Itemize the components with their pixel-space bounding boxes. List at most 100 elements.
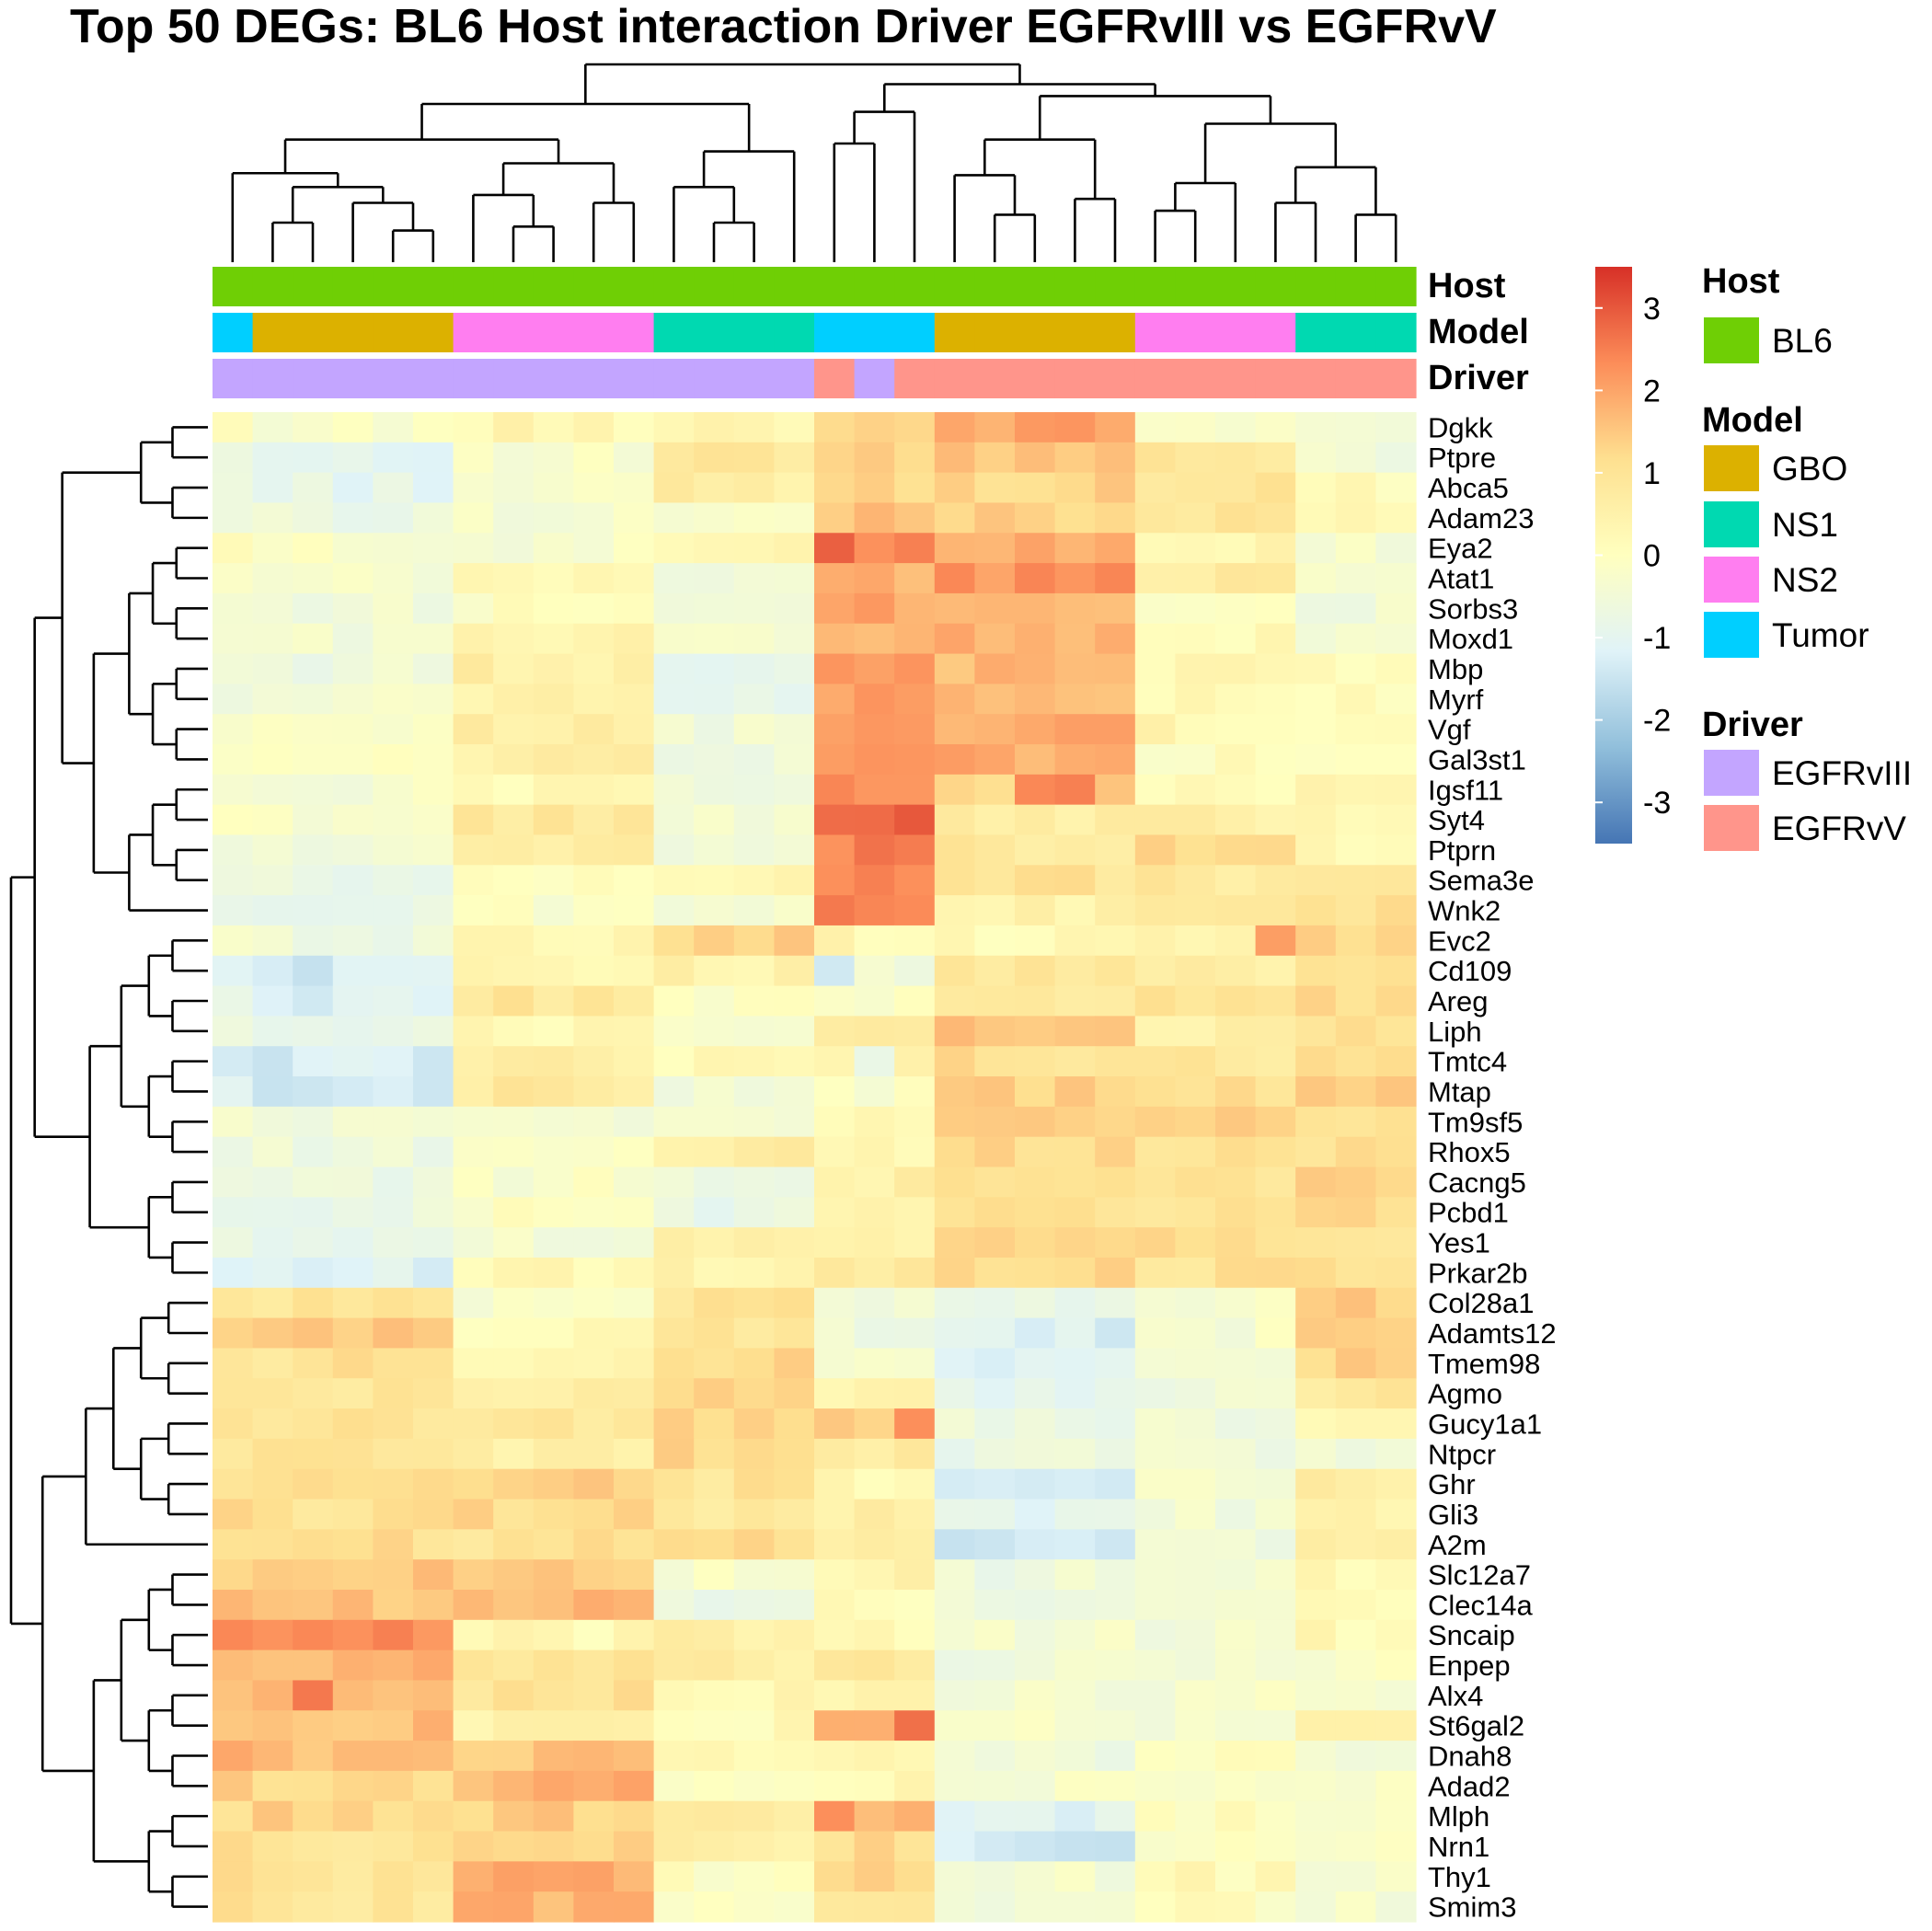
row-label-adamts12: Adamts12 bbox=[1428, 1317, 1557, 1350]
heatmap-cell-cd109-15 bbox=[814, 955, 856, 987]
legend-label-gbo: GBO bbox=[1772, 450, 1847, 488]
heatmap-cell-liph-27 bbox=[1295, 1016, 1337, 1047]
heatmap-cell-igsf11-4 bbox=[373, 774, 414, 806]
heatmap-cell-sorbs3-3 bbox=[332, 592, 374, 625]
heatmap-cell-liph-13 bbox=[733, 1016, 775, 1047]
heatmap-cell-mtap-8 bbox=[533, 1076, 574, 1108]
heatmap-cell-atat1-1 bbox=[252, 563, 293, 594]
heatmap-cell-tmem98-9 bbox=[573, 1348, 615, 1379]
heatmap-cell-tm9sf5-19 bbox=[974, 1106, 1016, 1138]
annotation-driver-7 bbox=[493, 359, 535, 398]
heatmap-cell-smim3-15 bbox=[814, 1891, 856, 1923]
heatmap-cell-gal3st1-5 bbox=[413, 744, 454, 776]
heatmap-cell-eya2-23 bbox=[1134, 533, 1176, 564]
heatmap-cell-abca5-10 bbox=[614, 472, 655, 504]
heatmap-cell-abca5-15 bbox=[814, 472, 856, 504]
heatmap-cell-cd109-0 bbox=[213, 955, 254, 987]
heatmap-cell-eya2-19 bbox=[974, 533, 1016, 564]
heatmap-cell-mtap-22 bbox=[1095, 1076, 1136, 1108]
heatmap-cell-slc12a7-6 bbox=[453, 1559, 494, 1591]
heatmap-cell-sncaip-15 bbox=[814, 1619, 856, 1651]
heatmap-cell-cacng5-12 bbox=[694, 1167, 735, 1198]
heatmap-cell-liph-2 bbox=[293, 1016, 334, 1047]
heatmap-cell-thy1-1 bbox=[252, 1861, 293, 1892]
heatmap-cell-slc12a7-5 bbox=[413, 1559, 454, 1591]
heatmap-cell-sorbs3-7 bbox=[493, 592, 535, 625]
heatmap-cell-sorbs3-5 bbox=[413, 592, 454, 625]
heatmap-cell-ntpcr-25 bbox=[1215, 1438, 1257, 1470]
heatmap-cell-cd109-16 bbox=[854, 955, 895, 987]
heatmap-cell-nrn1-24 bbox=[1175, 1831, 1216, 1862]
heatmap-cell-enpep-27 bbox=[1295, 1649, 1337, 1682]
heatmap-cell-agmo-21 bbox=[1054, 1378, 1096, 1409]
heatmap-cell-ghr-23 bbox=[1134, 1468, 1176, 1500]
annotation-host-15 bbox=[814, 267, 856, 306]
heatmap-cell-cacng5-17 bbox=[894, 1167, 936, 1198]
heatmap-cell-pcbd1-24 bbox=[1175, 1197, 1216, 1228]
heatmap-cell-ghr-27 bbox=[1295, 1468, 1337, 1500]
heatmap-cell-clec14a-5 bbox=[413, 1589, 454, 1621]
heatmap-cell-col28a1-18 bbox=[934, 1287, 975, 1319]
heatmap-cell-prkar2b-25 bbox=[1215, 1257, 1257, 1289]
heatmap-cell-slc12a7-22 bbox=[1095, 1559, 1136, 1591]
heatmap-cell-liph-20 bbox=[1015, 1016, 1056, 1047]
heatmap-cell-areg-8 bbox=[533, 985, 574, 1017]
heatmap-cell-dnah8-16 bbox=[854, 1741, 895, 1772]
heatmap-cell-nrn1-23 bbox=[1134, 1831, 1176, 1862]
heatmap-cell-ghr-8 bbox=[533, 1468, 574, 1500]
heatmap-cell-enpep-4 bbox=[373, 1649, 414, 1682]
heatmap-cell-smim3-9 bbox=[573, 1891, 615, 1923]
heatmap-cell-dgkk-13 bbox=[733, 412, 775, 443]
heatmap-cell-adad2-18 bbox=[934, 1770, 975, 1802]
heatmap-cell-cacng5-24 bbox=[1175, 1167, 1216, 1198]
heatmap-cell-cacng5-7 bbox=[493, 1167, 535, 1198]
row-label-prkar2b: Prkar2b bbox=[1428, 1257, 1528, 1289]
heatmap-cell-sema3e-9 bbox=[573, 865, 615, 896]
annotation-model-9 bbox=[573, 313, 615, 352]
heatmap-cell-atat1-2 bbox=[293, 563, 334, 594]
heatmap-cell-pcbd1-29 bbox=[1375, 1197, 1417, 1228]
heatmap-cell-pcbd1-15 bbox=[814, 1197, 856, 1228]
row-label-dnah8: Dnah8 bbox=[1428, 1741, 1512, 1773]
heatmap-cell-dgkk-3 bbox=[332, 412, 374, 443]
heatmap-cell-liph-0 bbox=[213, 1016, 254, 1047]
annotation-driver-25 bbox=[1215, 359, 1257, 398]
annotation-host-1 bbox=[252, 267, 293, 306]
heatmap-cell-enpep-6 bbox=[453, 1649, 494, 1682]
heatmap-cell-ptprn-18 bbox=[934, 834, 975, 866]
heatmap-cell-rhox5-12 bbox=[694, 1136, 735, 1168]
heatmap-cell-areg-14 bbox=[774, 985, 815, 1017]
row-label-tmem98: Tmem98 bbox=[1428, 1348, 1540, 1380]
heatmap-cell-vgf-10 bbox=[614, 714, 655, 745]
heatmap-cell-clec14a-26 bbox=[1255, 1589, 1296, 1621]
heatmap-cell-dnah8-24 bbox=[1175, 1741, 1216, 1772]
heatmap-cell-agmo-27 bbox=[1295, 1378, 1337, 1409]
heatmap-cell-areg-17 bbox=[894, 985, 936, 1017]
heatmap-cell-sorbs3-1 bbox=[252, 592, 293, 625]
heatmap-cell-prkar2b-24 bbox=[1175, 1257, 1216, 1289]
heatmap-cell-adad2-17 bbox=[894, 1770, 936, 1802]
heatmap-cell-atat1-8 bbox=[533, 563, 574, 594]
heatmap-cell-agmo-24 bbox=[1175, 1378, 1216, 1409]
row-label-moxd1: Moxd1 bbox=[1428, 623, 1513, 655]
heatmap-cell-dnah8-17 bbox=[894, 1741, 936, 1772]
heatmap-cell-alx4-5 bbox=[413, 1680, 454, 1711]
annotation-host-25 bbox=[1215, 267, 1257, 306]
heatmap-cell-col28a1-4 bbox=[373, 1287, 414, 1319]
heatmap-cell-col28a1-0 bbox=[213, 1287, 254, 1319]
heatmap-cell-enpep-18 bbox=[934, 1649, 975, 1682]
heatmap-cell-igsf11-0 bbox=[213, 774, 254, 806]
heatmap-cell-igsf11-13 bbox=[733, 774, 775, 806]
heatmap-cell-tm9sf5-18 bbox=[934, 1106, 975, 1138]
heatmap-cell-yes1-17 bbox=[894, 1227, 936, 1259]
heatmap-cell-ghr-28 bbox=[1335, 1468, 1376, 1500]
heatmap-cell-ptpre-13 bbox=[733, 442, 775, 474]
heatmap-cell-areg-18 bbox=[934, 985, 975, 1017]
heatmap-cell-adamts12-24 bbox=[1175, 1317, 1216, 1350]
heatmap-cell-liph-14 bbox=[774, 1016, 815, 1047]
heatmap-cell-dgkk-27 bbox=[1295, 412, 1337, 443]
heatmap-cell-myrf-12 bbox=[694, 684, 735, 715]
heatmap-cell-slc12a7-14 bbox=[774, 1559, 815, 1591]
heatmap-cell-alx4-28 bbox=[1335, 1680, 1376, 1711]
heatmap-cell-sncaip-6 bbox=[453, 1619, 494, 1651]
